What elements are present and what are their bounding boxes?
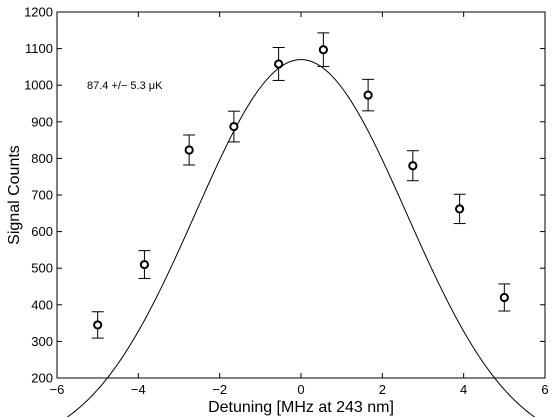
data-point (362, 78, 375, 112)
data-point (183, 134, 196, 166)
data-point (498, 283, 511, 312)
data-point-marker (93, 320, 103, 330)
plot-area (56, 11, 546, 379)
tick-marks (56, 11, 546, 379)
fit-curve-group (66, 59, 536, 417)
x-tick-label: 4 (460, 382, 467, 397)
x-tick-label: 6 (541, 382, 548, 397)
y-tick-label: 300 (31, 334, 53, 349)
data-point (91, 311, 104, 339)
data-point-marker (184, 145, 194, 155)
y-tick-label: 600 (31, 224, 53, 239)
data-point-marker (139, 259, 150, 270)
data-point-marker (229, 121, 239, 132)
data-point-marker (499, 292, 509, 303)
data-point (453, 193, 466, 225)
data-point-marker (363, 90, 373, 100)
gaussian-fit-line (66, 59, 536, 417)
y-tick-label: 700 (31, 188, 53, 203)
data-points-group (91, 32, 511, 339)
data-point (317, 32, 330, 68)
y-tick-label: 1000 (24, 78, 53, 93)
x-tick-label: 2 (379, 382, 386, 397)
y-tick-label: 400 (31, 297, 53, 312)
data-point-marker (408, 161, 418, 171)
data-point (138, 250, 151, 279)
data-point (406, 150, 419, 182)
data-point-marker (318, 45, 328, 55)
x-tick-label: −2 (212, 382, 227, 397)
x-axis-title: Detuning [MHz at 243 nm] (208, 399, 394, 416)
annotation-temperature: 87.4 +/− 5.3 μK (87, 80, 163, 92)
data-point-marker (455, 204, 465, 214)
x-tick-label: −4 (131, 382, 146, 397)
y-tick-label: 200 (31, 371, 53, 386)
x-tick-label: −6 (50, 382, 65, 397)
tick-labels: −6 −4 −2 0 2 4 6 200 300 400 500 600 700 800 900 1000 11… (24, 5, 549, 398)
data-point-marker (274, 59, 284, 69)
y-tick-label: 800 (31, 151, 53, 166)
data-point (272, 47, 285, 81)
y-tick-label: 900 (31, 114, 53, 129)
y-axis-title: Signal Counts (6, 145, 23, 245)
y-tick-label: 1100 (25, 41, 53, 56)
data-point (227, 110, 240, 143)
y-tick-label: 500 (31, 261, 53, 276)
x-tick-label: 0 (297, 382, 304, 397)
y-tick-label: 1200 (24, 5, 53, 20)
